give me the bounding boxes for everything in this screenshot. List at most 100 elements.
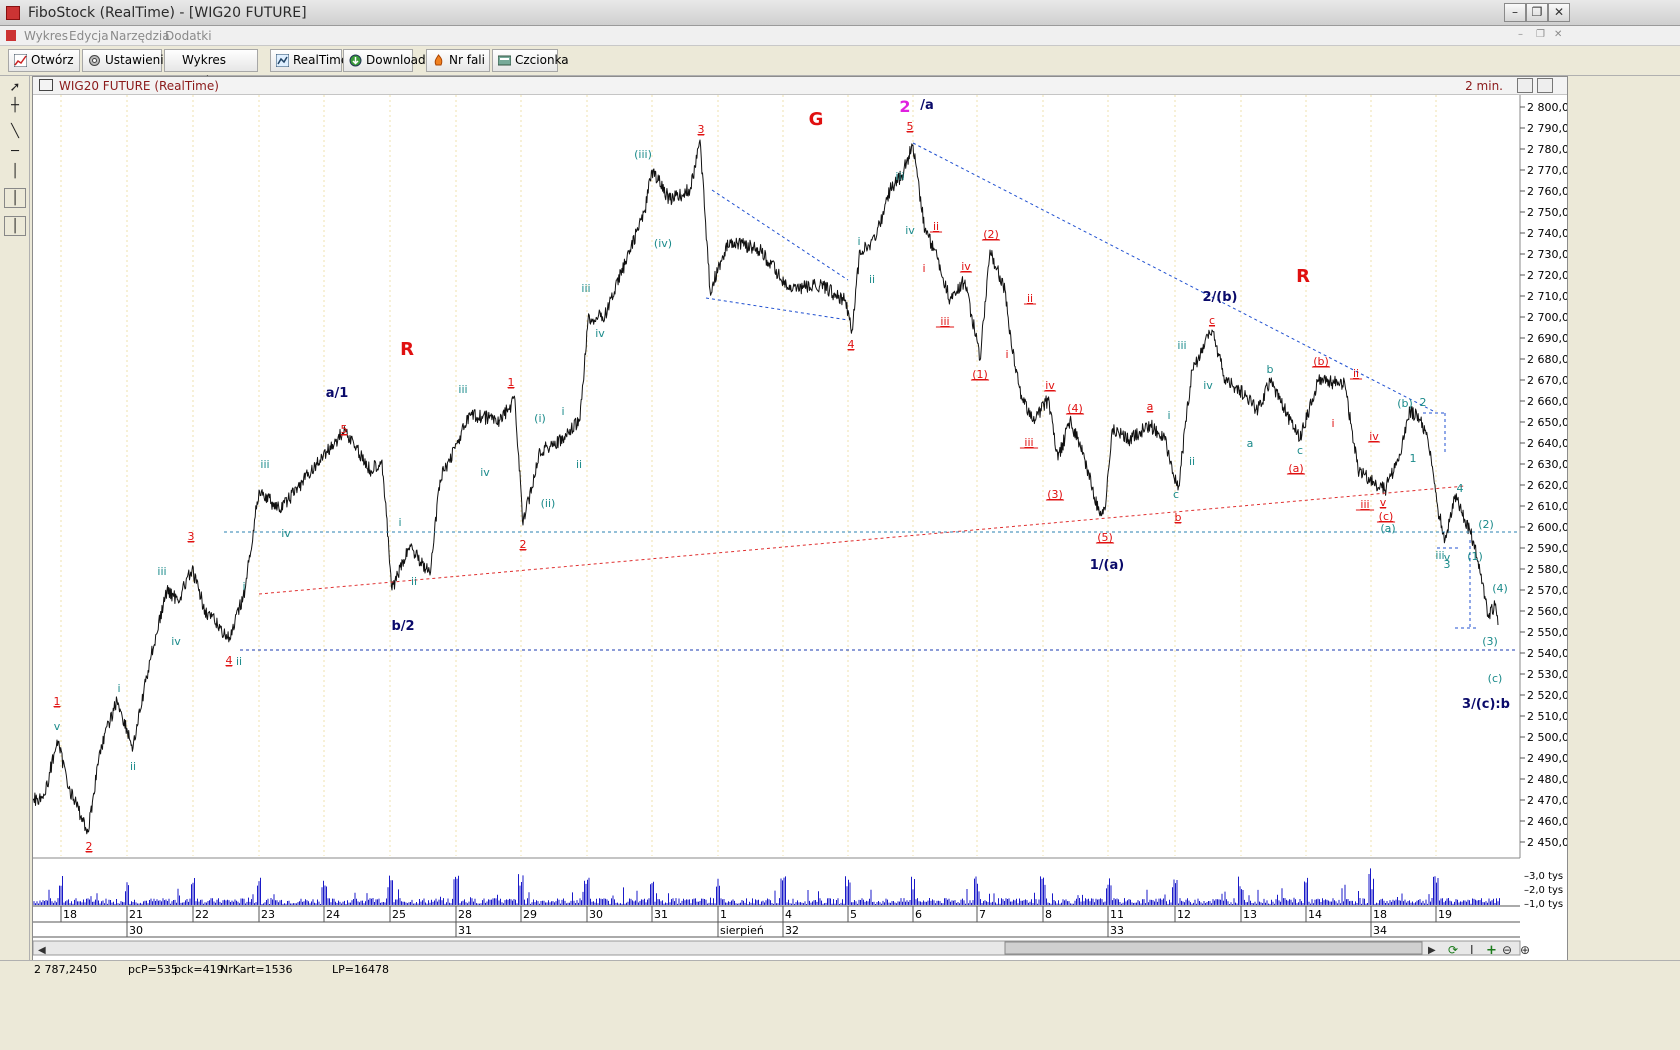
wave-label: iv — [281, 527, 291, 540]
price-tick-label: 2 640,00 — [1527, 437, 1567, 450]
chart-header: WIG20 FUTURE (RealTime) 2 min. — [33, 77, 1567, 95]
download-button[interactable]: Download — [343, 49, 426, 72]
day-label: 28 — [458, 908, 472, 921]
wave-label: (iii) — [634, 148, 652, 161]
day-label: 29 — [523, 908, 537, 921]
chart-title: WIG20 FUTURE (RealTime) — [59, 79, 219, 93]
price-tick-label: 2 700,00 — [1527, 311, 1567, 324]
font-icon — [498, 55, 511, 66]
close-button[interactable]: ✕ — [1548, 3, 1570, 22]
toolbar: Otwórz Ustawienia Wykres Neely RealTime … — [0, 46, 1680, 88]
day-label: 1 — [720, 908, 727, 921]
wave-label: (1) — [1467, 550, 1483, 563]
day-label: 18 — [63, 908, 77, 921]
scroll-left-icon: ◀ — [38, 945, 46, 956]
chart-icon — [14, 54, 27, 67]
wave-label: c — [1209, 314, 1215, 327]
wave-label: i — [561, 405, 564, 418]
wave-label: (c) — [1379, 510, 1394, 523]
wave-label: 1 — [54, 695, 61, 708]
wave-label: iii — [1435, 549, 1444, 562]
channel-tool-icon[interactable]: │ — [4, 188, 26, 208]
crosshair-tool-icon[interactable]: ┼ — [11, 98, 19, 113]
week-label: 34 — [1373, 924, 1387, 937]
wave-label: iii — [1177, 339, 1186, 352]
pointer-tool-icon[interactable]: ➚ — [9, 80, 21, 95]
wave-label: iii — [581, 282, 590, 295]
open-button[interactable]: Otwórz — [8, 49, 80, 72]
trendline-tool-icon[interactable]: ╲ — [11, 124, 19, 139]
wave-label: iv — [1369, 430, 1379, 443]
price-tick-label: 2 740,00 — [1527, 227, 1567, 240]
day-label: 30 — [589, 908, 603, 921]
menu-narzedzia[interactable]: Narzędzia — [110, 29, 170, 43]
day-label: 22 — [195, 908, 209, 921]
wave-label: a — [1147, 400, 1154, 413]
week-label: sierpień — [720, 924, 764, 937]
wave-label: (4) — [1492, 582, 1508, 595]
price-tick-label: 2 610,00 — [1527, 500, 1567, 513]
horizontal-line-tool-icon[interactable]: ─ — [11, 144, 19, 159]
download-label: Download — [366, 53, 426, 67]
wave-label: i — [1331, 417, 1334, 430]
wave-label: (2) — [1478, 518, 1494, 531]
mdi-close-icon[interactable]: ✕ — [1554, 29, 1563, 40]
price-tick-label: 2 560,00 — [1527, 605, 1567, 618]
fibo-tool-icon[interactable]: │ — [4, 216, 26, 236]
wave-label: (c) — [1488, 672, 1503, 685]
wave-number-button[interactable]: Nr fali — [426, 49, 490, 72]
wave-label: 3 — [1444, 558, 1451, 571]
wave-label: 3 — [698, 123, 705, 136]
red-trendline — [258, 485, 1466, 595]
price-tick-label: 2 490,00 — [1527, 752, 1567, 765]
wave-label: iv — [595, 327, 605, 340]
wave-label: b/2 — [391, 619, 414, 634]
day-label: 6 — [915, 908, 922, 921]
menu-wykres[interactable]: Wykres — [24, 29, 69, 43]
realtime-button[interactable]: RealTime — [270, 49, 348, 72]
chart-restore-icon[interactable] — [1517, 78, 1533, 93]
wave-label: iv — [480, 466, 490, 479]
price-tick-label: 2 690,00 — [1527, 332, 1567, 345]
settings-button[interactable]: Ustawienia — [82, 49, 171, 72]
price-tick-label: 2 590,00 — [1527, 542, 1567, 555]
price-tick-label: 2 790,00 — [1527, 122, 1567, 135]
day-label: 14 — [1308, 908, 1322, 921]
menu-app-icon — [6, 30, 16, 41]
minimize-button[interactable]: – — [1504, 3, 1526, 22]
restore-button[interactable]: ❐ — [1526, 3, 1548, 22]
mdi-restore-icon[interactable]: ❐ — [1536, 29, 1545, 40]
wave-label: (iv) — [654, 237, 672, 250]
wave-label: (b) — [1313, 355, 1329, 368]
font-button[interactable]: Czcionka — [492, 49, 569, 72]
wave-label: ii — [130, 760, 136, 773]
price-tick-label: 2 460,00 — [1527, 815, 1567, 828]
wave-label: 1 — [508, 376, 515, 389]
menu-dodatki[interactable]: Dodatki — [165, 29, 212, 43]
price-tick-label: 2 510,00 — [1527, 710, 1567, 723]
mdi-minimize-icon[interactable]: – — [1518, 29, 1523, 40]
wave-label: v — [54, 720, 61, 733]
wave-label: b — [1175, 511, 1182, 524]
price-chart[interactable]: 2 800,00 2 790,00 2 780,00 2 770,00 2 760,00… — [33, 95, 1567, 961]
status-pcp: pcP=535 — [128, 963, 178, 976]
chart-scroll-icon[interactable] — [1537, 78, 1553, 93]
wave-label: 2 — [520, 538, 527, 551]
price-tick-label: 2 470,00 — [1527, 794, 1567, 807]
price-tick-label: 2 550,00 — [1527, 626, 1567, 639]
week-label: 30 — [129, 924, 143, 937]
vertical-line-tool-icon[interactable]: │ — [11, 164, 19, 179]
menu-edycja[interactable]: Edycja — [69, 29, 109, 43]
zoom-in-icon: ⊕ — [1520, 943, 1530, 957]
wave-label: G — [809, 109, 824, 130]
wave-label: i — [922, 262, 925, 275]
price-tick-label: 2 780,00 — [1527, 143, 1567, 156]
price-tick-label: 2 760,00 — [1527, 185, 1567, 198]
wave-label: c — [1297, 444, 1303, 457]
wave-label: ii — [1189, 455, 1195, 468]
neely-chart-button[interactable]: Wykres Neely — [164, 49, 258, 88]
week-label: 32 — [785, 924, 799, 937]
day-label: 5 — [850, 908, 857, 921]
wave-label: (b) — [1397, 397, 1413, 410]
day-label: 24 — [326, 908, 340, 921]
